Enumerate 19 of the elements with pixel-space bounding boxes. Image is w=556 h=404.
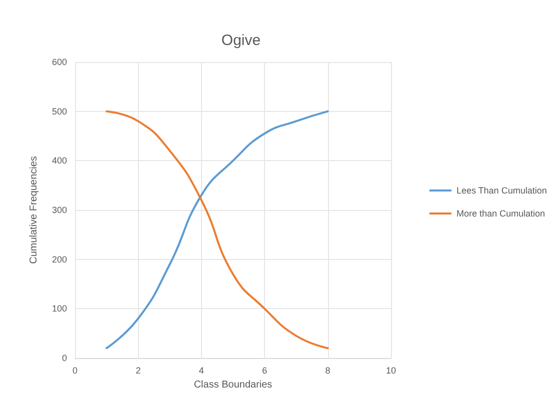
y-tick-label: 400 xyxy=(52,156,67,166)
chart-title: Ogive xyxy=(221,32,261,49)
line-series xyxy=(106,110,329,350)
y-tick-label: 600 xyxy=(52,57,67,67)
x-tick-label: 4 xyxy=(198,366,204,376)
y-tick-label: 500 xyxy=(52,106,67,116)
x-tick-label: 10 xyxy=(386,366,396,376)
x-tick-label: 6 xyxy=(262,366,268,376)
x-tick-label: 8 xyxy=(325,366,330,376)
y-tick-label: 200 xyxy=(52,254,67,264)
legend-label: More than Cumulation xyxy=(456,208,545,218)
y-axis-title: Cumulative Frequencies xyxy=(28,156,40,264)
x-axis-title: Class Boundaries xyxy=(194,380,272,390)
x-tick-label: 0 xyxy=(72,366,78,376)
y-tick-label: 0 xyxy=(62,353,67,363)
y-tick-label: 100 xyxy=(52,304,67,314)
x-tick-label: 2 xyxy=(136,366,141,376)
y-tick-label: 300 xyxy=(52,205,67,215)
legend-label: Lees Than Cumulation xyxy=(456,186,547,196)
